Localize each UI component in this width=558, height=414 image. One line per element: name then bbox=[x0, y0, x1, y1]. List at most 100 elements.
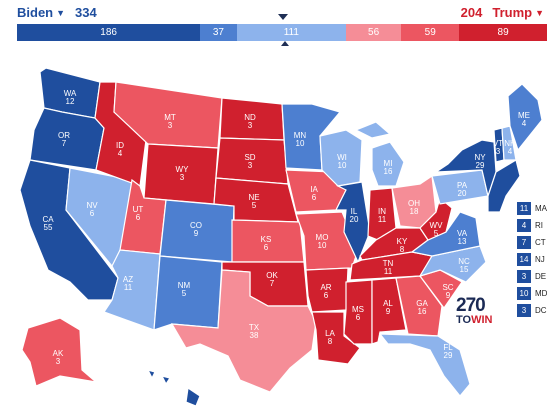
small-state-abbr: MD bbox=[535, 288, 548, 298]
logo-number: 270 bbox=[456, 295, 486, 316]
state-label-LA: LA bbox=[325, 329, 335, 338]
state-NE-corridor[interactable] bbox=[487, 159, 521, 213]
state-NY[interactable] bbox=[433, 139, 497, 199]
state-ev-NE: 5 bbox=[252, 201, 257, 210]
rep-total: 204 bbox=[460, 5, 483, 20]
state-ev-OK: 7 bbox=[270, 279, 275, 288]
state-label-NM: NM bbox=[178, 281, 191, 290]
state-label-IL: IL bbox=[351, 207, 358, 216]
small-states-legend: 11 MA 4 RI 7 CT 14 NJ 3 DE 10 MD 3 DC bbox=[517, 200, 557, 319]
small-state-DE[interactable]: 3 DE bbox=[517, 268, 557, 284]
state-label-WA: WA bbox=[64, 89, 77, 98]
small-state-MD[interactable]: 10 MD bbox=[517, 285, 557, 301]
state-ev-TX: 38 bbox=[250, 331, 259, 340]
state-ev-MO: 10 bbox=[318, 241, 327, 250]
small-state-RI[interactable]: 4 RI bbox=[517, 217, 557, 233]
dem-name[interactable]: Biden bbox=[17, 5, 54, 20]
bar-segment-2: 111 bbox=[236, 24, 346, 41]
state-label-TX: TX bbox=[249, 323, 260, 332]
270towin-logo[interactable]: 270 TOWIN bbox=[456, 295, 496, 326]
rep-name[interactable]: Trump bbox=[492, 5, 533, 20]
state-ev-AZ: 11 bbox=[124, 283, 133, 292]
rep-candidate[interactable]: 204 Trump ▼ bbox=[461, 5, 544, 20]
state-AK[interactable] bbox=[21, 317, 99, 387]
state-label-HI: HI bbox=[200, 385, 208, 394]
small-state-abbr: CT bbox=[535, 237, 546, 247]
state-label-SC: SC bbox=[442, 283, 453, 292]
state-label-UT: UT bbox=[133, 205, 144, 214]
state-label-MI: MI bbox=[384, 159, 393, 168]
state-ev-ME: 4 bbox=[522, 119, 527, 128]
state-ev-CO: 9 bbox=[194, 229, 199, 238]
state-TX[interactable] bbox=[170, 269, 317, 393]
state-label-GA: GA bbox=[416, 299, 428, 308]
state-ev-VA: 13 bbox=[458, 237, 467, 246]
state-label-NV: NV bbox=[86, 201, 98, 210]
state-label-OK: OK bbox=[266, 271, 278, 280]
electoral-header: Biden ▼ 334 204 Trump ▼ 186 37 111 56 59 89 bbox=[0, 0, 558, 46]
small-state-abbr: MA bbox=[535, 203, 547, 213]
state-ev-WA: 12 bbox=[66, 97, 75, 106]
state-label-TN: TN bbox=[383, 259, 394, 268]
state-ev-UT: 6 bbox=[136, 213, 141, 222]
state-ev-MI: 16 bbox=[384, 167, 393, 176]
small-state-abbr: DE bbox=[535, 271, 547, 281]
state-ev-OR: 7 bbox=[62, 139, 67, 148]
state-label-NY: NY bbox=[474, 153, 486, 162]
state-IL[interactable] bbox=[335, 181, 371, 264]
dem-total: 334 bbox=[75, 5, 97, 20]
dem-candidate[interactable]: Biden ▼ 334 bbox=[17, 5, 97, 20]
state-label-ND: ND bbox=[244, 113, 256, 122]
state-ev-KY: 8 bbox=[400, 245, 405, 254]
state-ev-NY: 29 bbox=[476, 161, 485, 170]
state-ev-IL: 20 bbox=[350, 215, 359, 224]
state-AR[interactable] bbox=[305, 267, 349, 313]
state-label-ID: ID bbox=[116, 141, 124, 150]
state-ev-LA: 8 bbox=[328, 337, 333, 346]
small-state-abbr: DC bbox=[535, 305, 547, 315]
state-label-KS: KS bbox=[261, 235, 272, 244]
bar-segment-1: 37 bbox=[200, 24, 237, 41]
state-label-OR: OR bbox=[58, 131, 70, 140]
dem-dropdown-caret-icon[interactable]: ▼ bbox=[56, 8, 66, 18]
state-label-AK: AK bbox=[53, 349, 64, 358]
state-label-WV: WV bbox=[430, 221, 444, 230]
state-ev-SC: 9 bbox=[446, 291, 451, 300]
state-ev-VT: 3 bbox=[496, 147, 501, 156]
state-ME[interactable] bbox=[507, 83, 543, 152]
majority-tick-icon bbox=[281, 41, 289, 46]
state-LA[interactable] bbox=[311, 311, 361, 365]
state-label-OH: OH bbox=[408, 199, 420, 208]
state-ev-ND: 3 bbox=[248, 121, 253, 130]
electoral-vote-bar: 186 37 111 56 59 89 bbox=[17, 24, 547, 41]
state-label-IA: IA bbox=[310, 185, 318, 194]
small-state-ev: 14 bbox=[517, 252, 531, 266]
state-ev-WV: 5 bbox=[434, 229, 439, 238]
small-state-DC[interactable]: 3 DC bbox=[517, 302, 557, 318]
small-state-CT[interactable]: 7 CT bbox=[517, 234, 557, 250]
state-label-FL: FL bbox=[443, 343, 453, 352]
state-FL[interactable] bbox=[378, 333, 471, 397]
state-label-AZ: AZ bbox=[123, 275, 133, 284]
state-ev-CA: 55 bbox=[44, 223, 53, 232]
state-label-MO: MO bbox=[316, 233, 329, 242]
state-ev-SD: 3 bbox=[248, 161, 253, 170]
state-ev-NV: 6 bbox=[90, 209, 95, 218]
state-MI[interactable] bbox=[354, 121, 405, 187]
logo-suffix: WIN bbox=[471, 314, 493, 326]
small-state-ev: 11 bbox=[517, 201, 531, 215]
small-state-ev: 10 bbox=[517, 286, 531, 300]
state-ev-HI: 4 bbox=[202, 393, 207, 402]
state-HI[interactable] bbox=[146, 369, 201, 407]
state-WV[interactable] bbox=[419, 196, 453, 241]
state-GA[interactable] bbox=[395, 275, 443, 337]
state-NM[interactable] bbox=[153, 255, 223, 331]
state-ev-GA: 16 bbox=[418, 307, 427, 316]
state-VA[interactable] bbox=[410, 211, 481, 257]
small-state-ev: 3 bbox=[517, 303, 531, 317]
small-state-NJ[interactable]: 14 NJ bbox=[517, 251, 557, 267]
rep-dropdown-caret-icon[interactable]: ▼ bbox=[535, 8, 544, 18]
logo-prefix: TO bbox=[456, 314, 472, 326]
small-state-MA[interactable]: 11 MA bbox=[517, 200, 557, 216]
logo-word: TOWIN bbox=[456, 315, 496, 326]
